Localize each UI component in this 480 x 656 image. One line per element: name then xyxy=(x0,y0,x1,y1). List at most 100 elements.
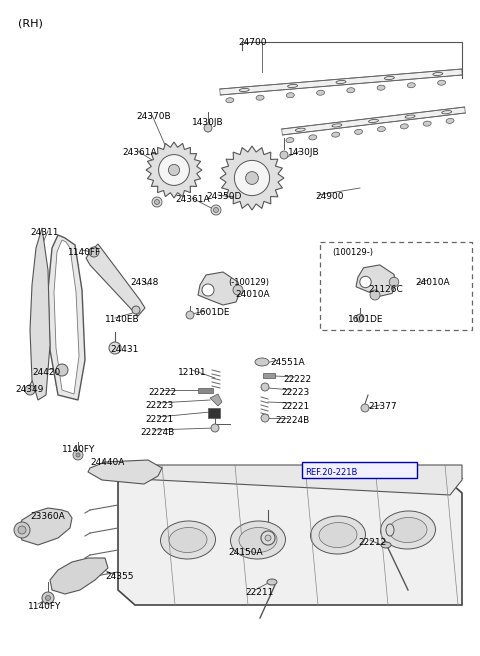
Text: 21377: 21377 xyxy=(368,402,396,411)
Circle shape xyxy=(261,383,269,391)
Text: 24420: 24420 xyxy=(32,368,60,377)
Text: 1601DE: 1601DE xyxy=(348,315,384,324)
Ellipse shape xyxy=(255,358,269,366)
Text: 1430JB: 1430JB xyxy=(288,148,320,157)
Bar xyxy=(263,373,275,378)
Bar xyxy=(302,462,417,478)
Circle shape xyxy=(25,385,35,395)
Ellipse shape xyxy=(369,119,378,123)
Circle shape xyxy=(265,535,271,541)
Text: 22221: 22221 xyxy=(281,402,309,411)
Ellipse shape xyxy=(446,118,454,123)
Text: (RH): (RH) xyxy=(18,18,43,28)
Polygon shape xyxy=(198,272,240,305)
Ellipse shape xyxy=(319,522,357,548)
Text: 24700: 24700 xyxy=(238,38,266,47)
Ellipse shape xyxy=(239,89,249,92)
Ellipse shape xyxy=(377,127,385,132)
Circle shape xyxy=(204,124,212,132)
Polygon shape xyxy=(356,265,396,297)
Ellipse shape xyxy=(381,542,391,548)
Polygon shape xyxy=(282,107,465,135)
Ellipse shape xyxy=(332,132,340,137)
Circle shape xyxy=(214,207,218,213)
Text: 22211: 22211 xyxy=(245,588,274,597)
Ellipse shape xyxy=(384,77,395,79)
Circle shape xyxy=(42,592,54,604)
Circle shape xyxy=(155,199,159,205)
Polygon shape xyxy=(54,240,79,394)
Text: 22223: 22223 xyxy=(145,401,173,410)
Circle shape xyxy=(46,596,50,600)
Ellipse shape xyxy=(239,527,277,552)
Text: 22221: 22221 xyxy=(145,415,173,424)
Circle shape xyxy=(56,364,68,376)
Circle shape xyxy=(76,453,80,457)
Ellipse shape xyxy=(230,521,286,559)
Text: 24440A: 24440A xyxy=(90,458,124,467)
Ellipse shape xyxy=(442,111,452,113)
Circle shape xyxy=(186,311,194,319)
Text: 24355: 24355 xyxy=(105,572,133,581)
Text: 24361A: 24361A xyxy=(175,195,210,204)
Bar xyxy=(320,242,472,330)
Ellipse shape xyxy=(226,98,234,103)
Circle shape xyxy=(89,247,99,257)
Text: 22223: 22223 xyxy=(281,388,309,397)
Ellipse shape xyxy=(256,95,264,100)
Ellipse shape xyxy=(386,524,394,536)
Ellipse shape xyxy=(286,138,294,142)
Text: 22222: 22222 xyxy=(283,375,311,384)
Ellipse shape xyxy=(347,88,355,92)
Text: 1140EB: 1140EB xyxy=(105,315,140,324)
Ellipse shape xyxy=(433,72,443,75)
Circle shape xyxy=(261,414,269,422)
Text: REF.20-221B: REF.20-221B xyxy=(305,468,358,477)
Polygon shape xyxy=(48,235,85,400)
Polygon shape xyxy=(118,465,462,495)
Circle shape xyxy=(73,450,83,460)
Text: 1140FY: 1140FY xyxy=(62,445,96,454)
Circle shape xyxy=(132,306,140,314)
Ellipse shape xyxy=(389,518,427,543)
Ellipse shape xyxy=(355,129,362,134)
Text: 24431: 24431 xyxy=(110,345,138,354)
Text: 1140FF: 1140FF xyxy=(68,248,101,257)
Text: 21126C: 21126C xyxy=(368,285,403,294)
Circle shape xyxy=(246,172,258,184)
Circle shape xyxy=(233,285,243,295)
Circle shape xyxy=(211,205,221,215)
Circle shape xyxy=(261,531,275,545)
Text: 24551A: 24551A xyxy=(270,358,305,367)
Text: 23360A: 23360A xyxy=(30,512,65,521)
Circle shape xyxy=(280,151,288,159)
Text: (-100129): (-100129) xyxy=(228,278,269,287)
Ellipse shape xyxy=(309,135,317,140)
Text: 12101: 12101 xyxy=(178,368,206,377)
Text: 24370B: 24370B xyxy=(136,112,170,121)
Ellipse shape xyxy=(405,115,415,118)
Text: 24010A: 24010A xyxy=(235,290,270,299)
Ellipse shape xyxy=(423,121,431,126)
Circle shape xyxy=(234,161,270,195)
Polygon shape xyxy=(18,508,72,545)
Ellipse shape xyxy=(311,516,365,554)
Circle shape xyxy=(389,277,399,287)
Ellipse shape xyxy=(169,527,207,552)
Ellipse shape xyxy=(336,81,346,83)
Circle shape xyxy=(356,314,364,322)
Text: 24311: 24311 xyxy=(30,228,59,237)
Ellipse shape xyxy=(317,91,324,95)
Polygon shape xyxy=(118,478,462,605)
Circle shape xyxy=(14,522,30,538)
Polygon shape xyxy=(50,558,108,594)
Ellipse shape xyxy=(400,124,408,129)
Polygon shape xyxy=(146,142,202,198)
Ellipse shape xyxy=(377,85,385,91)
Text: 24349: 24349 xyxy=(15,385,43,394)
Circle shape xyxy=(360,276,371,288)
Polygon shape xyxy=(86,244,145,316)
Text: 24010A: 24010A xyxy=(415,278,450,287)
Ellipse shape xyxy=(332,124,342,127)
Text: 1601DE: 1601DE xyxy=(195,308,230,317)
